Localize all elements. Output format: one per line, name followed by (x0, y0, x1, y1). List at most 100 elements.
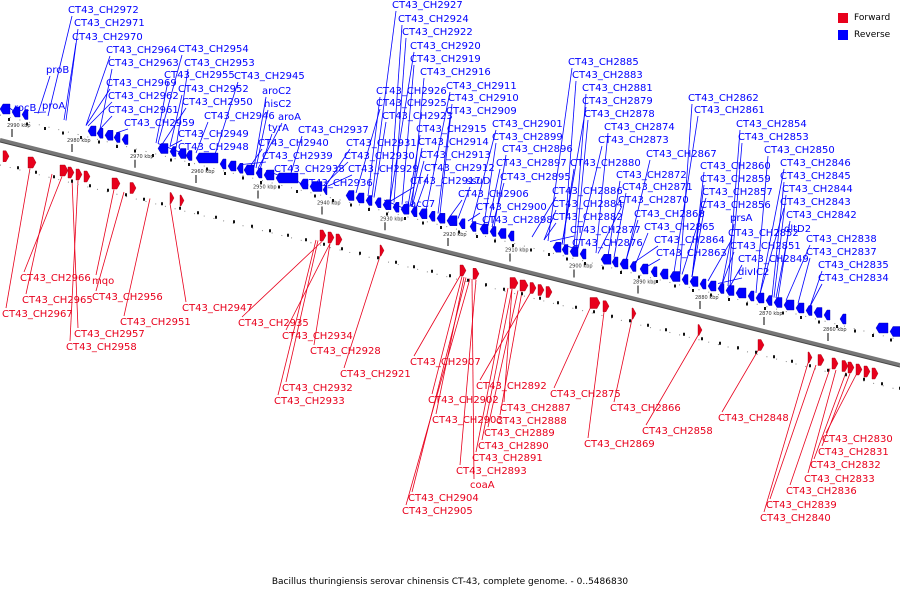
connector-line (575, 119, 589, 249)
track-marker (125, 193, 127, 197)
tick-label: 2950 kbp (253, 185, 277, 191)
track-marker (62, 131, 64, 135)
gene-label-ct43-ch2963: CT43_CH2963 (108, 58, 179, 69)
track-marker (386, 212, 388, 216)
reverse-gene (365, 195, 373, 206)
reverse-gene (177, 148, 187, 159)
track-marker (98, 140, 100, 144)
gene-label-ct43-ch2896: CT43_CH2896 (502, 144, 573, 155)
gene-label-ct43-ch2840: CT43_CH2840 (760, 513, 831, 524)
forward-gene (697, 324, 703, 336)
gene-label-ct43-ch2850: CT43_CH2850 (764, 145, 835, 156)
gene-label-coaa: coaA (470, 480, 495, 491)
track-marker (863, 377, 865, 381)
reverse-gene (446, 215, 458, 226)
connector-line (435, 276, 465, 415)
connector-line (401, 64, 415, 205)
axis-line (0, 138, 900, 367)
reverse-gene (410, 206, 418, 217)
track-marker (242, 176, 244, 180)
gene-label-ct43-ch2882: CT43_CH2882 (552, 212, 623, 223)
connector-line (759, 168, 785, 295)
track-marker (827, 368, 829, 372)
gene-label-ct43-ch2913: CT43_CH2913 (420, 150, 491, 161)
reverse-gene (400, 204, 410, 215)
track-marker (404, 217, 406, 220)
track-marker (620, 271, 622, 274)
gene-label-ct43-ch2927: CT43_CH2927 (392, 0, 463, 11)
reverse-gene (823, 309, 831, 321)
reverse-gene (611, 256, 619, 268)
tick-label: 2980 kbp (67, 138, 91, 144)
connector-line (625, 159, 651, 261)
track-marker (701, 337, 703, 341)
track-marker (305, 238, 307, 242)
track-marker (818, 320, 820, 324)
forward-gene (757, 339, 765, 351)
track-marker (557, 301, 559, 305)
connector-line (389, 186, 415, 202)
connector-line (285, 243, 331, 331)
gene-label-ct43-ch2948: CT43_CH2948 (178, 142, 249, 153)
forward-gene (2, 150, 10, 162)
connector-line (613, 192, 627, 258)
connector-line (809, 270, 823, 307)
forward-gene (589, 297, 601, 309)
connector-line (679, 103, 693, 275)
reverse-gene (374, 197, 382, 208)
gene-label-ct43-ch2864: CT43_CH2864 (654, 235, 725, 246)
gene-label-ct43-ch2947: CT43_CH2947 (182, 303, 253, 314)
connector-line (425, 91, 451, 211)
connector-line (389, 24, 403, 202)
track-marker (782, 311, 784, 315)
connector-line (721, 350, 759, 413)
track-marker (665, 328, 667, 332)
forward-gene (509, 277, 519, 289)
track-marker (251, 224, 253, 228)
gene-label-ct43-ch2856: CT43_CH2856 (700, 200, 771, 211)
forward-gene (602, 300, 610, 312)
gene-label-ct43-ch2937: CT43_CH2937 (298, 125, 369, 136)
track-marker (269, 229, 271, 233)
connector-line (807, 369, 837, 474)
connector-line (33, 111, 47, 113)
connector-line (47, 15, 73, 117)
gene-label-ct43-ch2867: CT43_CH2867 (646, 149, 717, 160)
reverse-gene (561, 244, 569, 255)
track-marker (107, 188, 109, 192)
forward-gene (83, 170, 91, 183)
gene-features (0, 103, 900, 380)
connector-line (553, 308, 591, 389)
connector-line (633, 245, 659, 263)
reverse-gene (169, 146, 177, 157)
gene-label-aroc2: aroC2 (262, 86, 291, 97)
forward-gene (545, 286, 553, 298)
connector-line (763, 362, 809, 513)
track-marker (647, 323, 649, 327)
legend: Forward Reverse (838, 9, 890, 43)
gene-label-ct43-ch2969: CT43_CH2969 (106, 78, 177, 89)
connector-line (95, 191, 125, 292)
connector-line (561, 168, 575, 245)
track-marker (548, 253, 550, 256)
gene-label-ct43-ch2887: CT43_CH2887 (500, 403, 571, 414)
connector-line (255, 109, 269, 169)
tick-label: 2910 kbp (505, 248, 529, 254)
forward-gene (327, 231, 335, 244)
connector-line (407, 134, 421, 207)
forward-swatch (838, 12, 848, 23)
connector-line (169, 94, 183, 147)
connector-line (327, 174, 353, 187)
connector-line (25, 173, 53, 295)
connector-line (37, 75, 51, 114)
forward-gene (529, 282, 537, 294)
reverse-gene (773, 297, 783, 308)
track-marker (89, 184, 91, 188)
track-marker (224, 172, 226, 175)
gene-label-ct43-ch2951: CT43_CH2951 (120, 317, 191, 328)
connector-line (355, 108, 381, 194)
track-marker (449, 274, 451, 278)
track-marker (854, 329, 856, 333)
connector-line (499, 291, 523, 416)
connector-line (673, 115, 699, 273)
